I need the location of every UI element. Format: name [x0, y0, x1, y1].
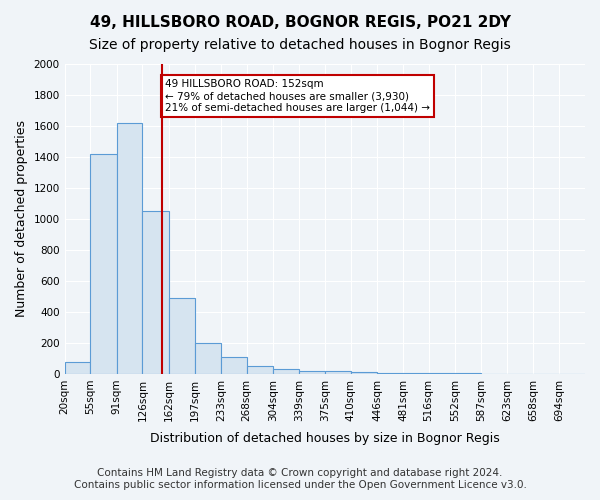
Text: 49, HILLSBORO ROAD, BOGNOR REGIS, PO21 2DY: 49, HILLSBORO ROAD, BOGNOR REGIS, PO21 2… [89, 15, 511, 30]
Text: Contains HM Land Registry data © Crown copyright and database right 2024.
Contai: Contains HM Land Registry data © Crown c… [74, 468, 526, 490]
Bar [91, 154, 117, 374]
Text: 49 HILLSBORO ROAD: 152sqm
← 79% of detached houses are smaller (3,930)
21% of se: 49 HILLSBORO ROAD: 152sqm ← 79% of detac… [165, 80, 430, 112]
Bar [377, 373, 403, 374]
Bar [351, 372, 377, 374]
X-axis label: Distribution of detached houses by size in Bognor Regis: Distribution of detached houses by size … [150, 432, 500, 445]
Bar [142, 211, 169, 374]
Y-axis label: Number of detached properties: Number of detached properties [15, 120, 28, 318]
Bar [169, 298, 194, 374]
Bar [299, 371, 325, 374]
Bar [117, 123, 142, 374]
Bar [221, 357, 247, 374]
Bar [325, 371, 351, 374]
Text: Size of property relative to detached houses in Bognor Regis: Size of property relative to detached ho… [89, 38, 511, 52]
Bar [194, 343, 221, 374]
Bar [403, 373, 428, 374]
Bar [247, 366, 273, 374]
Bar [65, 362, 91, 374]
Bar [273, 370, 299, 374]
